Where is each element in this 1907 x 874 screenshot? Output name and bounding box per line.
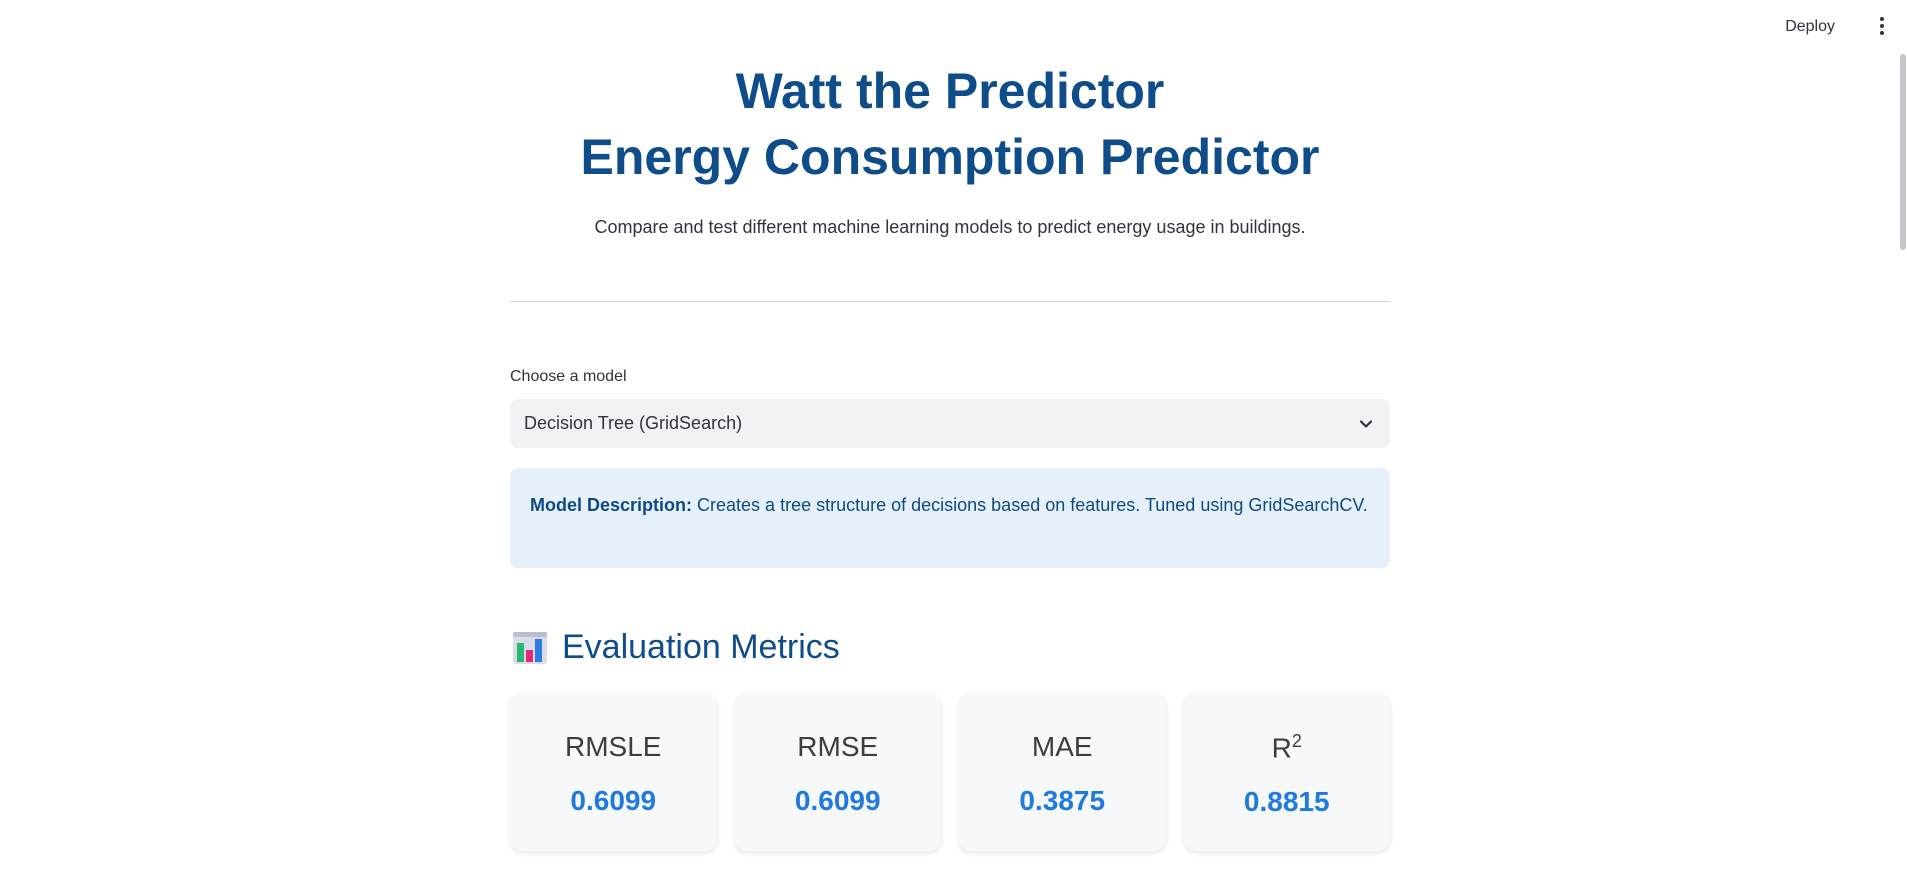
metric-label: RMSLE	[565, 731, 662, 762]
metric-label-sup: 2	[1291, 731, 1302, 751]
metrics-title: Evaluation Metrics	[562, 628, 840, 666]
title-line-1: Watt the Predictor	[735, 63, 1165, 119]
model-description-label: Model Description:	[530, 495, 693, 515]
chevron-down-icon	[1359, 419, 1373, 428]
top-toolbar: Deploy	[0, 0, 1907, 54]
metric-label: R2	[1184, 693, 1391, 764]
deploy-button[interactable]: Deploy	[1785, 18, 1835, 35]
model-select-label: Choose a model	[510, 368, 627, 385]
metric-card-rmse: RMSE 0.6099	[734, 693, 941, 851]
metric-value: 0.3875	[1019, 785, 1106, 816]
metric-value: 0.6099	[570, 785, 657, 816]
metric-card-r2: R2 0.8815	[1183, 693, 1391, 851]
metric-card-rmsle: RMSLE 0.6099	[510, 693, 717, 851]
metric-label: RMSE	[797, 731, 879, 762]
page-title: Watt the Predictor Energy Consumption Pr…	[510, 0, 1390, 190]
model-select-value: Decision Tree (GridSearch)	[524, 413, 743, 433]
model-description-box: Model Description: Creates a tree struct…	[510, 468, 1390, 568]
title-line-2: Energy Consumption Predictor	[580, 129, 1320, 185]
metric-value: 0.8815	[1243, 786, 1330, 818]
main-content: Watt the Predictor Energy Consumption Pr…	[510, 0, 1390, 851]
metric-label: MAE	[1031, 731, 1093, 762]
divider	[510, 301, 1390, 302]
metric-value: 0.6099	[794, 785, 881, 816]
metric-card-mae: MAE 0.3875	[959, 693, 1166, 851]
bar-chart-icon	[513, 631, 547, 664]
scrollbar-thumb[interactable]	[1900, 54, 1906, 250]
metric-label-base: R	[1271, 732, 1292, 764]
kebab-menu-icon[interactable]	[1879, 17, 1885, 37]
page-subtitle: Compare and test different machine learn…	[594, 217, 1306, 237]
model-select[interactable]: Decision Tree (GridSearch)	[510, 399, 1390, 448]
metrics-heading: Evaluation Metrics	[512, 628, 840, 667]
metrics-cards: RMSLE 0.6099 RMSE 0.6099 MAE 0.3875 R2 0…	[510, 693, 1390, 851]
model-description-text: Creates a tree structure of decisions ba…	[697, 495, 1368, 515]
